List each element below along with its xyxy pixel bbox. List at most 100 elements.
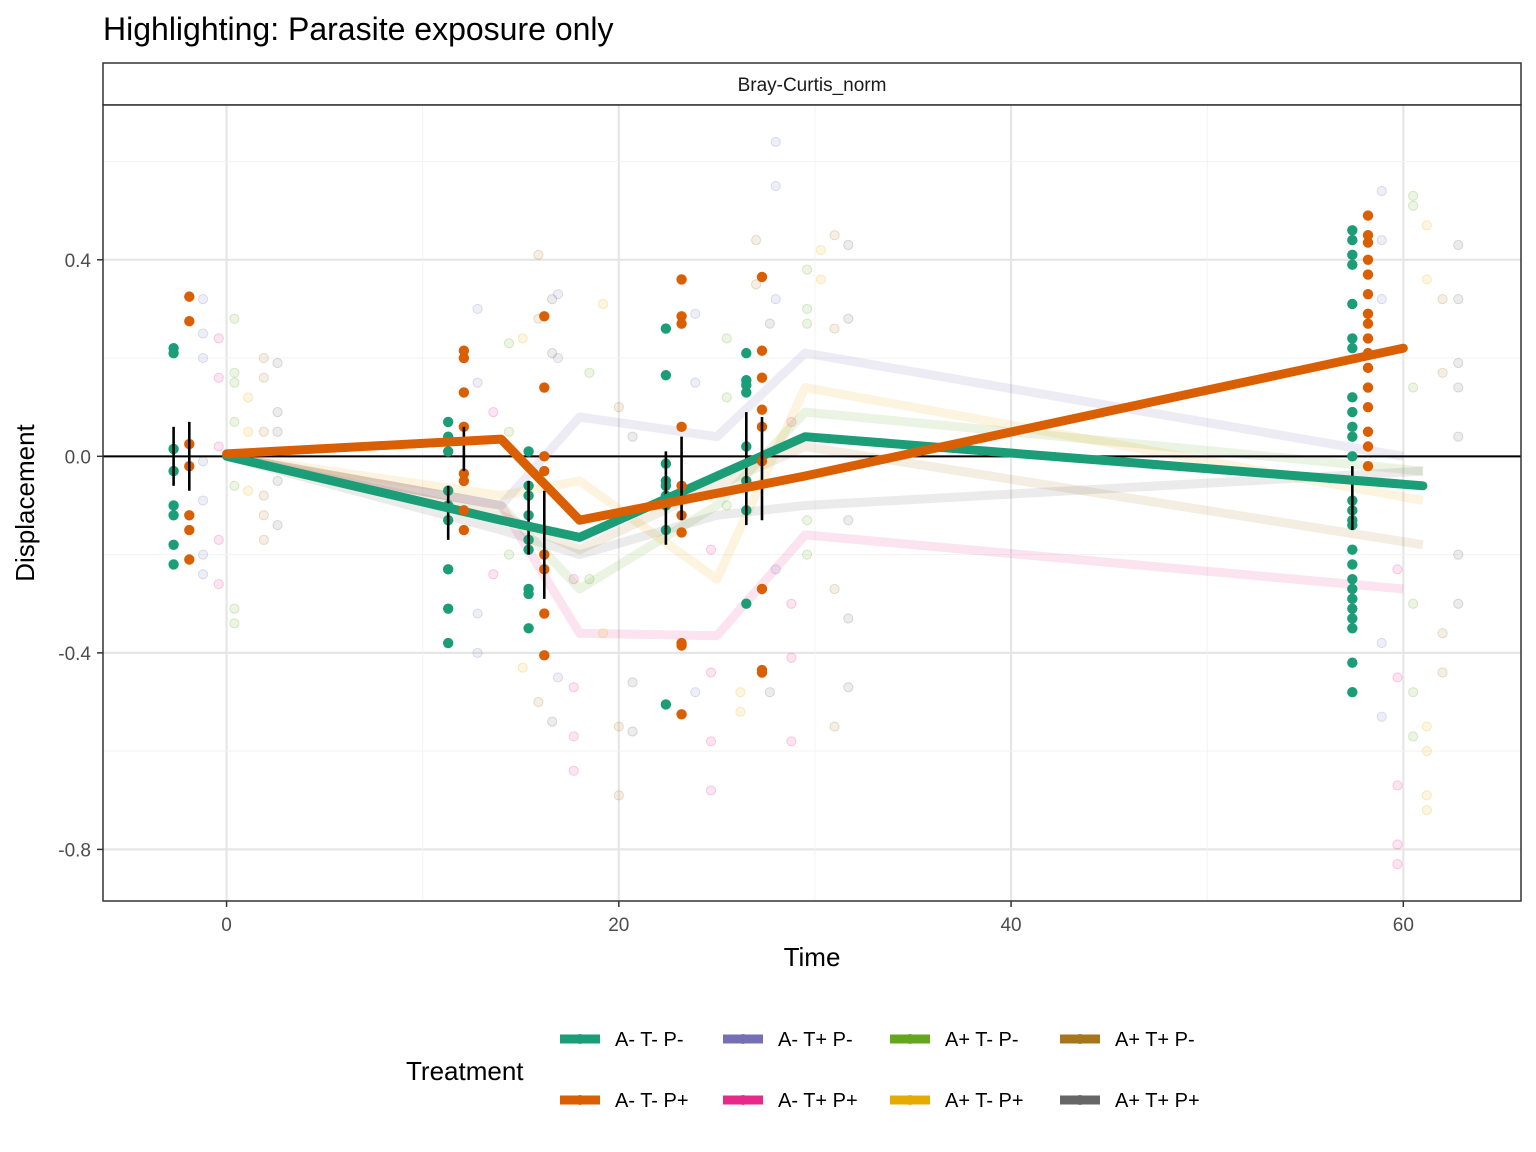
data-point [1392, 859, 1403, 870]
data-point [1376, 711, 1387, 722]
data-point [503, 549, 515, 560]
data-point [547, 293, 558, 305]
data-point [1347, 234, 1358, 246]
data-point [1347, 421, 1358, 433]
data-point [1362, 426, 1374, 437]
data-point [1453, 598, 1464, 609]
data-point [690, 377, 701, 388]
data-point [756, 583, 768, 595]
data-point [229, 377, 240, 388]
data-point [1347, 603, 1358, 614]
data-point [770, 564, 781, 575]
data-point [843, 613, 854, 624]
data-point [1453, 357, 1464, 369]
data-point [197, 352, 209, 364]
data-point [1347, 333, 1358, 344]
data-point [764, 318, 775, 329]
data-point [1347, 583, 1358, 595]
data-point [568, 765, 579, 776]
data-point [1347, 613, 1358, 624]
series-aminus-tplus-pminus [197, 136, 1405, 722]
data-point [1347, 593, 1358, 605]
data-point [705, 736, 717, 747]
data-point [690, 308, 701, 319]
data-point [598, 298, 609, 310]
data-point [829, 230, 840, 241]
series-aplus-tminus-pplus [225, 220, 1432, 816]
legend-key-point [1075, 1034, 1085, 1044]
data-point [539, 465, 550, 477]
data-point [213, 578, 224, 590]
x-tick-label: 0 [221, 915, 232, 936]
legend-item-aminus-tminus-pminus: A- T- P- [560, 1029, 684, 1051]
data-point [229, 313, 240, 324]
data-point [1362, 288, 1374, 300]
data-point [1408, 731, 1419, 742]
x-tick-label: 40 [1000, 915, 1021, 936]
data-point [1453, 431, 1464, 442]
data-point [1408, 200, 1419, 211]
data-point [442, 603, 454, 614]
data-point [1392, 672, 1403, 683]
data-point [756, 372, 768, 383]
data-point [442, 416, 454, 428]
data-point [533, 696, 544, 708]
data-point [1421, 746, 1432, 757]
data-point [442, 446, 454, 457]
data-point [1362, 362, 1374, 374]
data-point [1392, 564, 1403, 575]
data-point [843, 515, 854, 526]
legend-key-point [1075, 1095, 1085, 1105]
data-point [721, 392, 732, 403]
data-point [770, 180, 781, 192]
data-point [735, 687, 746, 698]
data-point [676, 274, 687, 285]
data-point [272, 520, 283, 531]
mean-line [225, 383, 1424, 584]
data-point [168, 500, 179, 511]
data-point [843, 682, 854, 693]
legend-key-point [575, 1034, 585, 1044]
data-point [613, 790, 624, 801]
data-point [503, 426, 515, 437]
data-point [613, 721, 624, 732]
data-point [229, 416, 240, 428]
data-point [756, 345, 768, 356]
data-point [1437, 628, 1448, 639]
data-point [1362, 441, 1374, 452]
legend-key-point [738, 1034, 748, 1044]
legend-item-aplus-tminus-pplus: A+ T- P+ [890, 1090, 1024, 1112]
data-point [1347, 392, 1358, 403]
data-point [184, 291, 195, 302]
data-point [1347, 249, 1358, 261]
data-point [1408, 382, 1419, 393]
data-point [229, 367, 240, 378]
data-point [258, 352, 269, 364]
y-tick-label: 0.4 [65, 251, 92, 272]
legend-item-aminus-tplus-pplus: A- T+ P+ [723, 1090, 858, 1112]
data-point [751, 235, 762, 246]
data-point [488, 406, 499, 418]
mean-line [222, 432, 1428, 542]
data-point [1362, 333, 1374, 344]
data-point [552, 289, 564, 300]
mean-line [225, 451, 1404, 641]
series-aminus-tminus-pplus [184, 210, 1408, 720]
data-point [584, 367, 595, 378]
data-point [1376, 185, 1387, 197]
legend-key-point [905, 1034, 915, 1044]
data-point [243, 485, 254, 496]
data-point [1347, 559, 1358, 570]
legend-label: A+ T+ P+ [1115, 1090, 1200, 1112]
mean-line [222, 343, 1408, 525]
data-point [1362, 308, 1374, 320]
plot-panel [103, 105, 1521, 901]
data-point [458, 345, 470, 356]
data-point [1408, 190, 1419, 202]
data-point [472, 608, 483, 619]
data-point [258, 490, 269, 501]
data-point [229, 480, 240, 491]
data-point [676, 709, 687, 720]
mean-line [225, 348, 1405, 510]
legend-item-aplus-tminus-pminus: A+ T- P- [890, 1029, 1019, 1051]
